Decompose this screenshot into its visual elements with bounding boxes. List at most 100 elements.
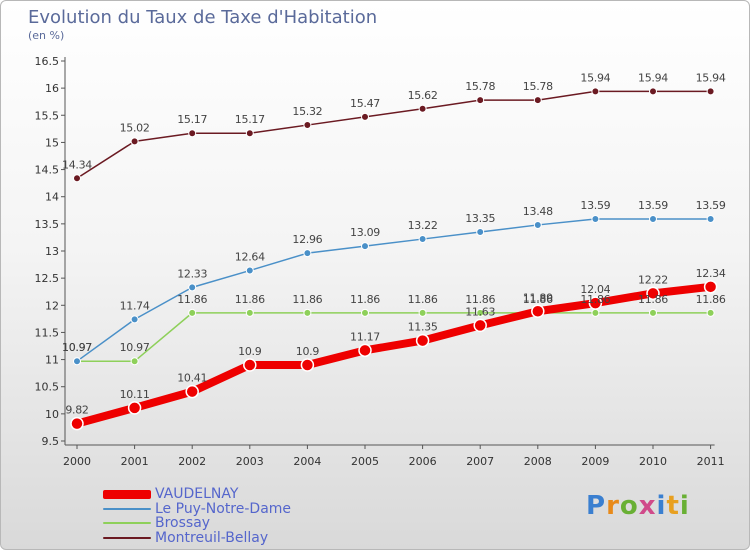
data-label-le-puy-notre-dame: 13.48 (523, 205, 553, 218)
data-point-le-puy-notre-dame (649, 214, 657, 223)
data-point-le-puy-notre-dame (476, 228, 485, 236)
data-point-brossay (361, 308, 369, 317)
x-tick-label: 2007 (466, 455, 494, 468)
data-label-brossay: 11.86 (580, 293, 610, 306)
x-tick-label: 2008 (524, 455, 552, 468)
data-label-vaudelnay: 10.9 (238, 345, 262, 358)
legend-swatch-brossay (103, 522, 151, 524)
data-point-le-puy-notre-dame (130, 315, 139, 324)
data-label-le-puy-notre-dame: 13.59 (696, 199, 726, 212)
data-point-vaudelnay (70, 416, 84, 431)
data-point-brossay (591, 308, 600, 317)
y-tick-label: 12.5 (35, 272, 60, 285)
x-tick-label: 2001 (121, 455, 149, 468)
data-label-le-puy-notre-dame: 13.22 (408, 219, 438, 232)
data-label-brossay: 11.86 (235, 293, 265, 306)
data-point-montreuil-bellay (73, 174, 81, 183)
data-label-le-puy-notre-dame: 11.74 (120, 299, 150, 312)
data-label-le-puy-notre-dame: 13.59 (580, 199, 610, 212)
data-point-montreuil-bellay (706, 87, 715, 96)
data-label-le-puy-notre-dame: 13.09 (350, 226, 380, 239)
x-tick-label: 2000 (63, 455, 91, 468)
x-tick-label: 2009 (581, 455, 609, 468)
data-point-montreuil-bellay (130, 137, 139, 146)
data-point-vaudelnay (646, 286, 660, 301)
data-point-montreuil-bellay (303, 121, 312, 130)
legend-label-vaudelnay: VAUDELNAY (155, 486, 239, 502)
data-point-montreuil-bellay (418, 104, 427, 113)
x-tick-label: 2005 (351, 455, 379, 468)
data-label-vaudelnay: 10.9 (296, 345, 320, 358)
data-point-le-puy-notre-dame (303, 249, 312, 258)
data-point-montreuil-bellay (649, 87, 657, 96)
data-label-montreuil-bellay: 15.47 (350, 97, 380, 110)
axes: 9.51010.51111.51212.51313.51414.51515.51… (35, 55, 725, 468)
data-label-vaudelnay: 11.89 (523, 291, 553, 304)
legend-swatch-montreuil-bellay (103, 537, 151, 539)
chart-title: Evolution du Taux de Taxe d'Habitation (28, 7, 378, 28)
y-tick-label: 10.5 (35, 381, 60, 394)
legend-item-le-puy-notre-dame: Le Puy-Notre-Dame (103, 502, 291, 516)
data-point-le-puy-notre-dame (706, 214, 715, 223)
series-line-brossay (76, 312, 712, 362)
data-point-vaudelnay (358, 343, 372, 358)
data-labels-layer: 14.34 15.02 15.17 15.17 15.32 15.47 15.62 15.78… (62, 71, 726, 416)
y-tick-label: 9.5 (42, 435, 60, 448)
data-point-montreuil-bellay (591, 87, 600, 96)
proxiti-logo: Proxiti (586, 491, 690, 521)
x-tick-label: 2004 (293, 455, 321, 468)
data-label-le-puy-notre-dame: 10.97 (62, 341, 92, 354)
legend-label-brossay: Brossay (155, 515, 211, 531)
data-point-brossay (418, 308, 427, 317)
data-label-vaudelnay: 12.34 (696, 267, 726, 280)
x-tick-label: 2011 (697, 455, 725, 468)
data-point-vaudelnay (127, 401, 142, 415)
y-tick-label: 13 (45, 245, 59, 258)
data-point-brossay (476, 308, 485, 317)
y-tick-label: 16 (45, 82, 59, 95)
x-tick-label: 2006 (409, 455, 437, 468)
data-label-vaudelnay: 11.17 (350, 330, 380, 343)
series-line-le-puy-notre-dame (76, 218, 712, 362)
data-label-brossay: 11.86 (408, 293, 438, 306)
series-line-montreuil-bellay (76, 90, 712, 180)
data-point-vaudelnay (243, 358, 257, 372)
data-label-brossay: 11.86 (638, 293, 668, 306)
data-label-montreuil-bellay: 15.17 (235, 113, 265, 126)
data-label-le-puy-notre-dame: 12.64 (235, 251, 265, 264)
legend-item-brossay: Brossay (103, 516, 210, 530)
data-point-montreuil-bellay (533, 96, 542, 105)
legend-label-montreuil-bellay: Montreuil-Bellay (155, 530, 269, 546)
x-tick-label: 2003 (236, 455, 264, 468)
data-point-vaudelnay (473, 318, 487, 333)
data-label-le-puy-notre-dame: 13.35 (465, 212, 495, 225)
data-point-vaudelnay (531, 304, 545, 319)
data-point-brossay (706, 308, 715, 317)
legend-item-vaudelnay: VAUDELNAY (103, 487, 238, 501)
data-point-vaudelnay (300, 358, 315, 372)
data-point-brossay (303, 308, 312, 317)
data-point-montreuil-bellay (476, 96, 485, 105)
legend-item-montreuil-bellay: Montreuil-Bellay (103, 531, 268, 545)
data-point-le-puy-notre-dame (591, 214, 600, 223)
data-point-le-puy-notre-dame (533, 220, 542, 229)
chart-subtitle: (en %) (28, 29, 65, 42)
data-label-le-puy-notre-dame: 12.33 (177, 267, 207, 280)
data-label-vaudelnay: 11.35 (408, 321, 438, 334)
data-label-vaudelnay: 11.63 (465, 305, 495, 318)
data-point-le-puy-notre-dame (418, 235, 427, 244)
data-label-brossay: 11.86 (292, 293, 322, 306)
data-point-brossay (245, 308, 254, 317)
data-point-vaudelnay (588, 296, 603, 310)
data-label-montreuil-bellay: 15.94 (638, 71, 668, 84)
data-label-montreuil-bellay: 15.78 (465, 80, 495, 93)
data-point-le-puy-notre-dame (73, 357, 81, 366)
data-label-brossay: 10.97 (120, 341, 150, 354)
legend-swatch-le-puy-notre-dame (103, 508, 151, 510)
data-point-montreuil-bellay (361, 112, 369, 121)
y-tick-label: 16.5 (35, 55, 60, 68)
y-tick-label: 15 (45, 136, 59, 149)
y-tick-label: 11 (45, 354, 59, 367)
